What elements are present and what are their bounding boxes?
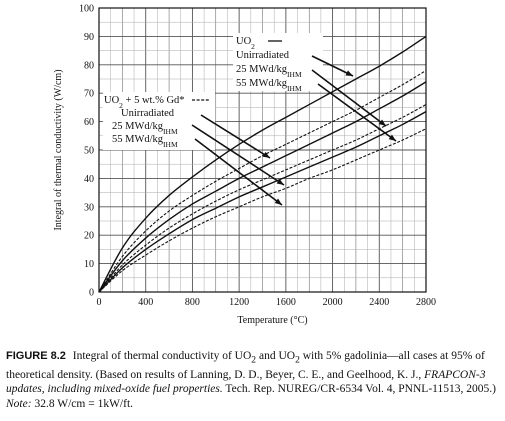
legend-uo2-item-unirradiated: Unirradiated [236,50,290,61]
caption-note-label: Note: [6,397,32,410]
legend-gd-arrow-25-head [276,178,284,185]
y-axis-label: Integral of thermal conductivity (W/cm) [53,69,64,230]
caption-text-5: 32.8 W/cm = 1kW/ft. [31,397,134,410]
legend-gd-arrow-unirradiated [200,114,271,159]
y-tick-label: 0 [89,288,94,299]
series-line-uo2_unirr [98,35,427,293]
legend-uo2-bg [233,33,323,91]
x-tick-label: 2400 [369,297,389,308]
legend-uo2-arrow-unirradiated-head [345,70,353,76]
x-tick-label: 800 [185,297,200,308]
y-tick-label: 40 [84,174,94,185]
legend-gd-arrow-25 [191,124,285,186]
y-tick-label: 50 [84,146,94,157]
y-tick-label: 60 [84,117,94,128]
legend-uo2-arrow-25-head [378,119,386,126]
axes: 0 400 800 1200 1600 2000 2400 2800 0 10 20 30 40 50 60… [53,4,436,327]
legend-uo2-arrow-unirradiated [311,55,354,77]
plot-frame [98,7,427,293]
legend-gd-arrow-55-head [274,198,282,205]
caption-report-title: FRAPCON-3 updates, including mixed-oxide… [6,368,486,396]
caption-text-4: Tech. Rep. NUREG/CR-6534 Vol. 4, PNNL-11… [222,383,496,396]
x-tick-label: 2800 [416,297,436,308]
legend-gd-title: UO2 + 5 wt.% Gd* [104,95,185,110]
x-tick-label: 0 [97,297,102,308]
x-tick-label: 1600 [276,297,296,308]
x-tick-label: 1200 [229,297,249,308]
figure-caption: FIGURE 8.2 Integral of thermal conductiv… [6,349,500,411]
caption-text-1: Integral of thermal conductivity of UO [72,350,252,362]
legend-gd-item-25: 25 MWd/kgIHM [112,121,178,136]
legend-uo2-item-25: 25 MWd/kgIHM [236,64,302,79]
x-tick-label: 2000 [323,297,343,308]
y-tick-label: 70 [84,89,94,100]
legend-gd-arrow-55 [194,138,283,206]
legend-gd-arrow-unirradiated-head [262,151,270,158]
x-axis-label: Temperature (°C) [237,315,307,326]
x-tick-label: 400 [138,297,153,308]
legend-uo2-title: UO2 [236,36,255,51]
series-line-gd_25 [98,104,427,293]
caption-sub-1: 2 [251,354,257,366]
figure-label: FIGURE 8.2 [6,350,66,362]
caption-text-2: and UO [256,350,296,362]
legend-gd-item-55: 55 MWd/kgIHM [112,134,178,149]
series-line-uo2_25 [98,81,427,293]
legend-uo2-item-55: 55 MWd/kgIHM [236,78,302,93]
curves [98,35,427,293]
legend-uo2-arrow-25 [311,69,387,127]
y-tick-label: 10 [84,259,94,270]
legend-uo2-arrow-55-head [388,134,396,141]
y-tick-label: 80 [84,60,94,71]
y-tick-label: 20 [84,231,94,242]
series-line-gd_55 [98,128,427,293]
legend-gd-item-unirradiated: Unirradiated [121,108,175,119]
caption-text-3: with 5% gadolinia—all cases at 95% of th… [6,350,485,381]
legend-uo2-arrow-55 [317,83,397,142]
thermal-conductivity-chart: 0 400 800 1200 1600 2000 2400 2800 0 10 20 30 40 50 60… [53,4,436,327]
caption-sub-2: 2 [295,354,300,366]
series-line-gd_unirr [98,70,427,293]
y-tick-label: 30 [84,202,94,213]
y-tick-label: 100 [79,4,94,15]
series-line-uo2_55 [98,111,427,293]
y-tick-label: 90 [84,32,94,43]
grid [98,7,427,293]
